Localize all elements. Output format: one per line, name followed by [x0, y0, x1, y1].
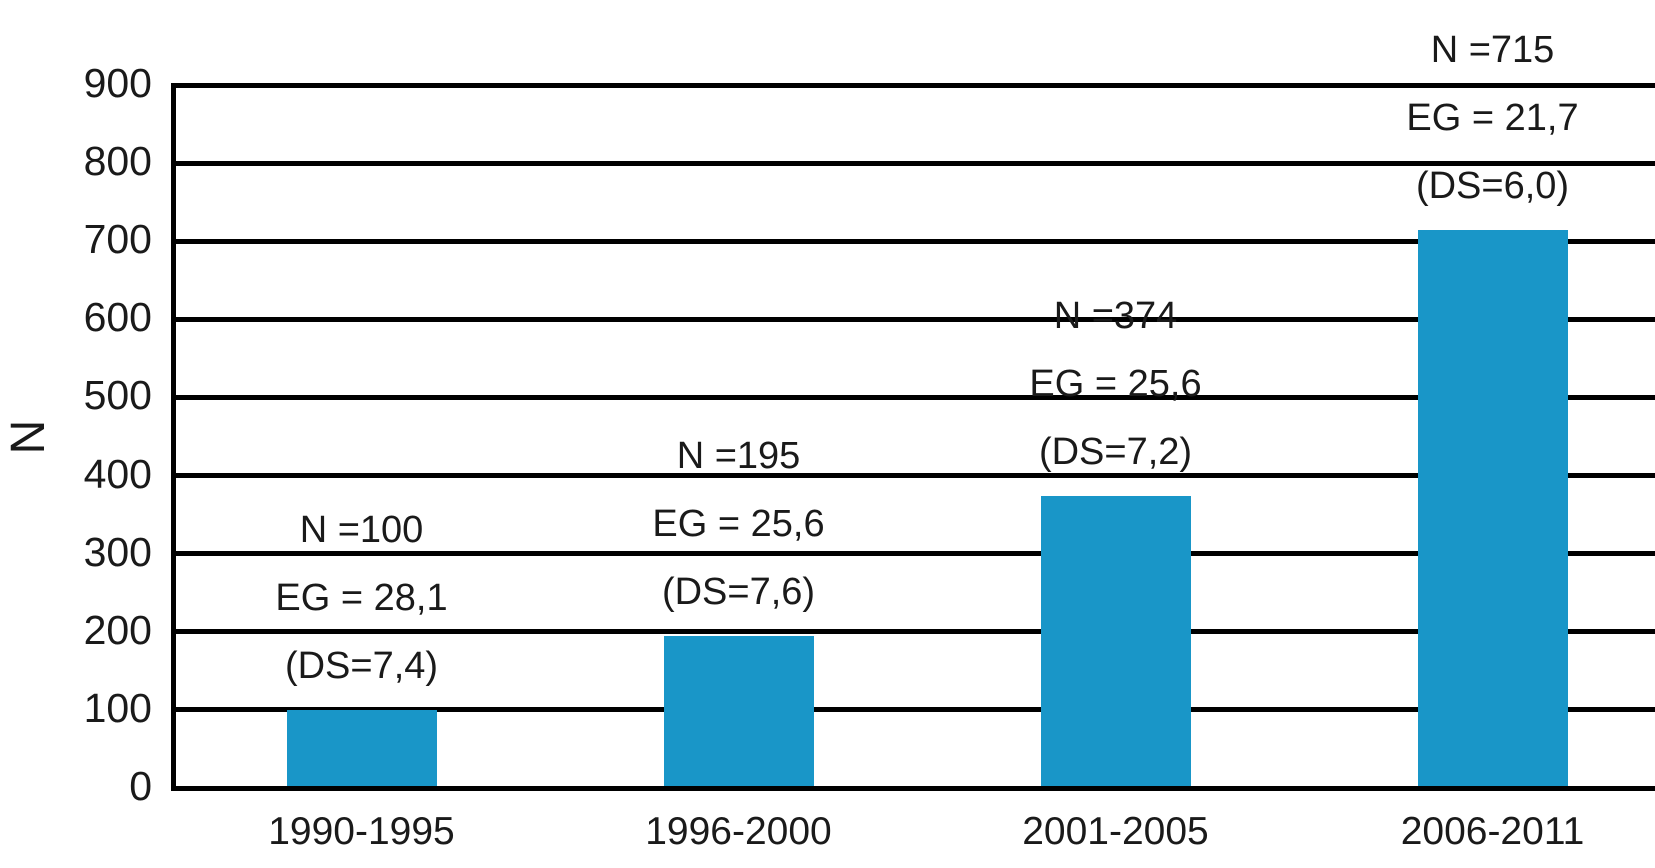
gridline-100: [173, 707, 1655, 713]
gridline-200: [173, 629, 1655, 635]
y-tick-label-0: 0: [129, 763, 152, 809]
x-axis-line: [173, 785, 1655, 791]
y-axis-line: [170, 82, 176, 791]
bar-annotation-2001-2005: N =374 EG = 25,6 (DS=7,2): [931, 282, 1301, 486]
ds-value-label: (DS=7,4): [284, 644, 439, 687]
y-tick-label-600: 600: [83, 294, 152, 341]
eg-value-label: EG = 21,7: [1406, 96, 1579, 139]
n-value-label: N =374: [1053, 294, 1178, 337]
y-tick-label-100: 100: [83, 684, 152, 731]
gridline-700: [173, 238, 1655, 244]
bar-2006-2011: [1417, 229, 1568, 788]
ds-value-label: (DS=7,6): [661, 570, 816, 613]
n-value-label: N =195: [676, 434, 801, 477]
bar-annotation-1990-1995: N =100 EG = 28,1 (DS=7,4): [177, 496, 547, 700]
gridline-600: [173, 316, 1655, 322]
bar-annotation-2006-2011: N =715 EG = 21,7 (DS=6,0): [1308, 16, 1655, 220]
eg-value-label: EG = 28,1: [275, 576, 448, 619]
bar-1990-1995: [286, 709, 437, 788]
gridline-500: [173, 394, 1655, 400]
bar-annotation-1996-2000: N =195 EG = 25,6 (DS=7,6): [554, 422, 924, 626]
ds-value-label: (DS=7,2): [1038, 430, 1193, 473]
y-tick-label-300: 300: [83, 528, 152, 575]
y-tick-label-500: 500: [83, 372, 152, 419]
gridline-300: [173, 551, 1655, 557]
x-tick-label-1996-2000: 1996-2000: [645, 810, 832, 853]
gridline-900: [173, 82, 1655, 88]
gridline-400: [173, 473, 1655, 479]
bar-1996-2000: [663, 635, 814, 788]
y-tick-label-800: 800: [83, 138, 152, 185]
n-value-label: N =100: [299, 508, 424, 551]
y-tick-label-900: 900: [83, 60, 152, 106]
bar-2001-2005: [1040, 495, 1191, 788]
gridline-800: [173, 160, 1655, 166]
eg-value-label: EG = 25,6: [1029, 362, 1202, 405]
eg-value-label: EG = 25,6: [652, 502, 825, 545]
x-tick-label-2001-2005: 2001-2005: [1022, 810, 1209, 853]
y-tick-label-400: 400: [83, 450, 152, 497]
x-tick-label-2006-2011: 2006-2011: [1400, 810, 1585, 853]
x-tick-label-1990-1995: 1990-1995: [268, 810, 455, 853]
y-tick-label-700: 700: [83, 216, 152, 263]
ds-value-label: (DS=6,0): [1415, 164, 1570, 207]
n-value-label: N =715: [1430, 28, 1555, 71]
y-tick-label-200: 200: [83, 606, 152, 653]
